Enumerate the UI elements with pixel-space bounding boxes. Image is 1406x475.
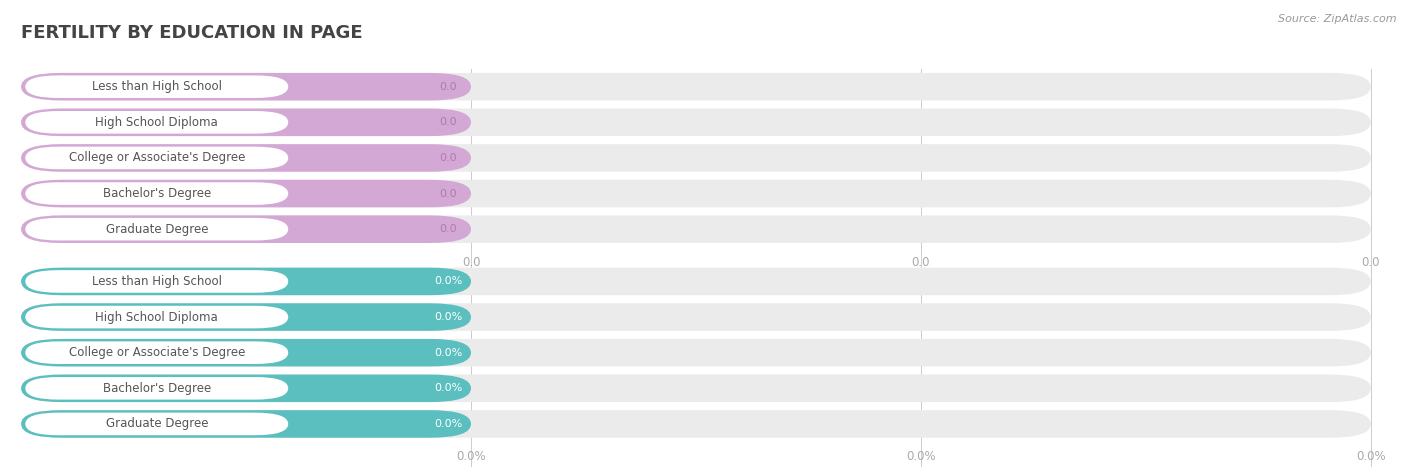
Text: High School Diploma: High School Diploma [96,116,218,129]
FancyBboxPatch shape [25,342,288,364]
Text: Less than High School: Less than High School [91,80,222,93]
FancyBboxPatch shape [21,215,1371,243]
Text: 0.0: 0.0 [440,117,457,127]
Text: 0.0: 0.0 [440,153,457,163]
FancyBboxPatch shape [21,73,471,101]
Text: 0.0%: 0.0% [434,419,463,429]
FancyBboxPatch shape [21,304,1371,331]
Text: Graduate Degree: Graduate Degree [105,223,208,236]
FancyBboxPatch shape [21,180,1371,207]
FancyBboxPatch shape [21,339,1371,367]
FancyBboxPatch shape [25,270,288,293]
FancyBboxPatch shape [21,374,1371,402]
Text: 0.0%: 0.0% [434,276,463,286]
Text: Source: ZipAtlas.com: Source: ZipAtlas.com [1278,14,1396,24]
FancyBboxPatch shape [25,377,288,399]
Text: High School Diploma: High School Diploma [96,311,218,323]
Text: 0.0%: 0.0% [434,312,463,322]
FancyBboxPatch shape [21,268,1371,295]
FancyBboxPatch shape [21,144,1371,172]
Text: 0.0%: 0.0% [456,450,486,463]
FancyBboxPatch shape [21,339,471,367]
Text: Bachelor's Degree: Bachelor's Degree [103,382,211,395]
FancyBboxPatch shape [21,410,1371,438]
FancyBboxPatch shape [21,109,1371,136]
Text: College or Associate's Degree: College or Associate's Degree [69,346,245,359]
Text: 0.0: 0.0 [440,82,457,92]
FancyBboxPatch shape [21,180,471,207]
Text: Bachelor's Degree: Bachelor's Degree [103,187,211,200]
FancyBboxPatch shape [21,374,471,402]
FancyBboxPatch shape [21,215,471,243]
Text: FERTILITY BY EDUCATION IN PAGE: FERTILITY BY EDUCATION IN PAGE [21,24,363,42]
FancyBboxPatch shape [25,111,288,133]
FancyBboxPatch shape [25,76,288,98]
FancyBboxPatch shape [21,268,471,295]
Text: 0.0%: 0.0% [434,348,463,358]
Text: 0.0: 0.0 [911,256,931,268]
Text: 0.0: 0.0 [1361,256,1381,268]
Text: College or Associate's Degree: College or Associate's Degree [69,152,245,164]
Text: 0.0: 0.0 [440,224,457,234]
FancyBboxPatch shape [21,144,471,172]
Text: 0.0%: 0.0% [434,383,463,393]
Text: 0.0%: 0.0% [905,450,936,463]
FancyBboxPatch shape [21,304,471,331]
FancyBboxPatch shape [25,306,288,328]
Text: 0.0%: 0.0% [1355,450,1386,463]
FancyBboxPatch shape [25,147,288,169]
Text: Graduate Degree: Graduate Degree [105,418,208,430]
Text: Less than High School: Less than High School [91,275,222,288]
FancyBboxPatch shape [25,182,288,205]
Text: 0.0: 0.0 [461,256,481,268]
FancyBboxPatch shape [25,218,288,240]
FancyBboxPatch shape [25,413,288,435]
Text: 0.0: 0.0 [440,189,457,199]
FancyBboxPatch shape [21,73,1371,101]
FancyBboxPatch shape [21,109,471,136]
FancyBboxPatch shape [21,410,471,438]
